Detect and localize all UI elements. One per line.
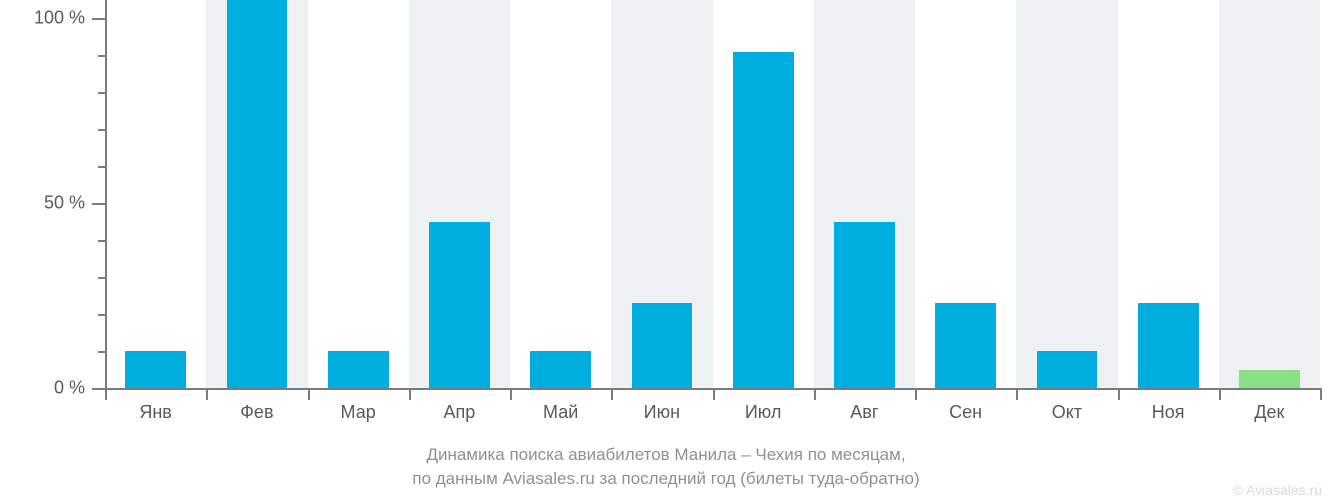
x-tick xyxy=(1118,388,1120,400)
y-tick-minor xyxy=(98,314,105,316)
x-tick xyxy=(510,388,512,400)
y-tick-minor xyxy=(98,55,105,57)
y-tick-major xyxy=(92,388,105,390)
bar-Мар xyxy=(328,351,389,388)
x-axis-label: Апр xyxy=(443,402,475,423)
x-tick xyxy=(308,388,310,400)
x-tick xyxy=(1320,388,1322,400)
column-background xyxy=(1219,0,1320,388)
y-tick-minor xyxy=(98,129,105,131)
plot-area xyxy=(105,0,1320,388)
y-tick-minor xyxy=(98,277,105,279)
x-tick xyxy=(1016,388,1018,400)
y-tick-minor xyxy=(98,351,105,353)
y-axis-label: 0 % xyxy=(0,378,85,399)
y-axis xyxy=(105,0,107,388)
y-tick-minor xyxy=(98,240,105,242)
x-axis-label: Июл xyxy=(745,402,782,423)
x-tick xyxy=(713,388,715,400)
bar-Июн xyxy=(632,303,693,388)
x-axis-label: Мар xyxy=(341,402,376,423)
x-axis-label: Май xyxy=(543,402,578,423)
x-tick xyxy=(206,388,208,400)
x-tick xyxy=(105,388,107,400)
watermark: © Aviasales.ru xyxy=(1233,482,1322,498)
bar-Янв xyxy=(125,351,186,388)
x-axis-label: Ноя xyxy=(1152,402,1185,423)
x-tick xyxy=(611,388,613,400)
bar-Сен xyxy=(935,303,996,388)
bar-Май xyxy=(530,351,591,388)
x-axis-label: Сен xyxy=(949,402,982,423)
column-background xyxy=(308,0,409,388)
x-axis-label: Янв xyxy=(139,402,172,423)
x-axis-label: Дек xyxy=(1254,402,1284,423)
chart-container: 0 % 50 % 100 % Янв Фев Мар Апр Май Июн Июл Авг Сен… xyxy=(0,0,1332,502)
x-tick xyxy=(915,388,917,400)
column-background xyxy=(105,0,206,388)
x-tick xyxy=(1219,388,1221,400)
x-axis-label: Фев xyxy=(240,402,273,423)
bar-Апр xyxy=(429,222,490,388)
y-tick-major xyxy=(92,18,105,20)
y-axis-label: 50 % xyxy=(0,193,85,214)
caption-line1: Динамика поиска авиабилетов Манила – Чех… xyxy=(0,445,1332,465)
x-tick xyxy=(814,388,816,400)
y-tick-minor xyxy=(98,92,105,94)
x-axis-label: Июн xyxy=(644,402,680,423)
bar-Фев xyxy=(227,0,288,388)
bar-Ноя xyxy=(1138,303,1199,388)
x-axis-label: Окт xyxy=(1052,402,1082,423)
column-background xyxy=(1016,0,1117,388)
x-tick xyxy=(409,388,411,400)
chart-caption: Динамика поиска авиабилетов Манила – Чех… xyxy=(0,445,1332,489)
bar-Июл xyxy=(733,52,794,388)
y-tick-minor xyxy=(98,166,105,168)
caption-line2: по данным Aviasales.ru за последний год … xyxy=(0,469,1332,489)
bar-Дек xyxy=(1239,370,1300,388)
bar-Окт xyxy=(1037,351,1098,388)
bar-Авг xyxy=(834,222,895,388)
column-background xyxy=(510,0,611,388)
y-tick-major xyxy=(92,203,105,205)
y-axis-label: 100 % xyxy=(0,8,85,29)
x-axis-label: Авг xyxy=(850,402,878,423)
